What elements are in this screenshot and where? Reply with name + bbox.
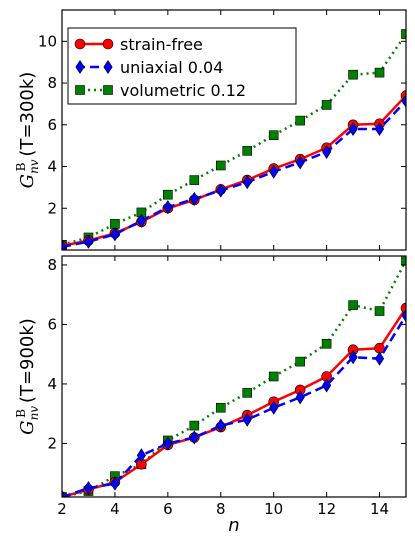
data-point <box>83 481 94 496</box>
x-tick-label: 8 <box>216 500 226 518</box>
y-tick-label: 4 <box>47 158 57 176</box>
data-point <box>295 155 305 170</box>
y-tick-label: 8 <box>47 256 57 274</box>
y-tick-label: 2 <box>47 434 57 452</box>
top-panel: 2 4 6 8 10 GnvB(T=300k) strain-free uniaxial 0.… <box>14 9 407 251</box>
data-point <box>83 234 94 249</box>
y-tick-label: 6 <box>47 315 57 333</box>
legend-marker <box>74 38 86 50</box>
data-point <box>268 130 279 141</box>
data-point <box>321 338 332 349</box>
data-point <box>136 213 146 228</box>
data-point <box>401 256 406 266</box>
x-tick-label: 14 <box>370 500 389 518</box>
x-tick-label: 6 <box>163 500 173 518</box>
legend-marker <box>103 85 113 95</box>
y-axis-label: GnvB(T=300k) <box>14 72 41 189</box>
x-tick-label: 2 <box>57 500 67 518</box>
data-point <box>163 436 173 451</box>
data-point <box>401 308 406 323</box>
data-point <box>295 390 305 405</box>
data-point <box>295 356 305 367</box>
data-point <box>110 219 120 229</box>
data-point <box>216 418 226 433</box>
series-strain-free <box>62 302 406 497</box>
legend-label: strain-free <box>120 35 203 54</box>
data-point <box>216 183 226 198</box>
data-point <box>295 115 305 126</box>
legend-marker <box>102 38 114 50</box>
y-tick-label: 6 <box>47 116 57 134</box>
data-point <box>268 371 279 382</box>
data-point <box>322 378 332 393</box>
data-point <box>321 100 332 110</box>
data-point <box>215 402 226 413</box>
legend-label: volumetric 0.12 <box>120 81 246 100</box>
data-point <box>242 388 253 398</box>
series-line <box>62 307 406 497</box>
y-tick-label: 8 <box>47 74 57 92</box>
data-point <box>269 400 279 415</box>
x-axis-label: n <box>228 515 239 536</box>
data-point <box>401 93 406 108</box>
data-point <box>348 350 358 365</box>
data-point <box>110 476 120 491</box>
data-point <box>163 189 173 200</box>
data-point <box>110 227 120 242</box>
bottom-panel: 2 4 6 8 10 12 14 2 4 6 8 GnvB(T=900k) n <box>14 255 407 536</box>
data-point <box>189 175 200 185</box>
data-point <box>269 164 279 179</box>
plot-frame <box>61 255 407 498</box>
data-point <box>322 144 332 159</box>
data-point <box>348 121 358 137</box>
data-point <box>242 412 252 427</box>
data-point <box>242 146 253 156</box>
legend: strain-free uniaxial 0.04 volumetric 0.12 <box>67 27 297 105</box>
legend-marker <box>75 59 85 75</box>
y-tick-label: 2 <box>47 199 57 217</box>
data-point <box>374 351 385 366</box>
y-tick-label: 10 <box>38 32 57 50</box>
data-point <box>374 121 385 137</box>
data-point <box>348 69 358 80</box>
x-tick-label: 4 <box>110 500 120 518</box>
series-volumetric-0-12 <box>62 29 406 250</box>
data-point <box>189 430 199 445</box>
legend-label: uniaxial 0.04 <box>120 58 223 77</box>
data-point <box>374 67 385 78</box>
legend-marker <box>103 59 113 75</box>
series-line <box>62 314 406 497</box>
series-line <box>62 259 406 497</box>
data-point <box>348 300 358 310</box>
series-volumetric-0-12 <box>62 256 406 497</box>
series-line <box>62 99 406 249</box>
series-uniaxial-0-04 <box>62 308 406 497</box>
y-axis-label: GnvB(T=900k) <box>14 318 41 435</box>
data-point <box>242 175 252 190</box>
plot-frame <box>61 9 407 251</box>
data-point <box>401 29 406 39</box>
data-point <box>136 448 146 463</box>
series-strain-free <box>62 90 406 250</box>
data-point <box>163 200 173 215</box>
data-point <box>62 489 67 497</box>
data-point <box>374 306 385 316</box>
data-point <box>215 160 226 171</box>
x-tick-label: 10 <box>264 500 283 518</box>
data-point <box>189 420 200 431</box>
legend-marker <box>75 85 85 95</box>
data-point <box>189 191 199 206</box>
data-point <box>62 239 67 250</box>
series-uniaxial-0-04 <box>62 93 406 250</box>
x-tick-label: 12 <box>317 500 336 518</box>
y-tick-label: 4 <box>47 375 57 393</box>
